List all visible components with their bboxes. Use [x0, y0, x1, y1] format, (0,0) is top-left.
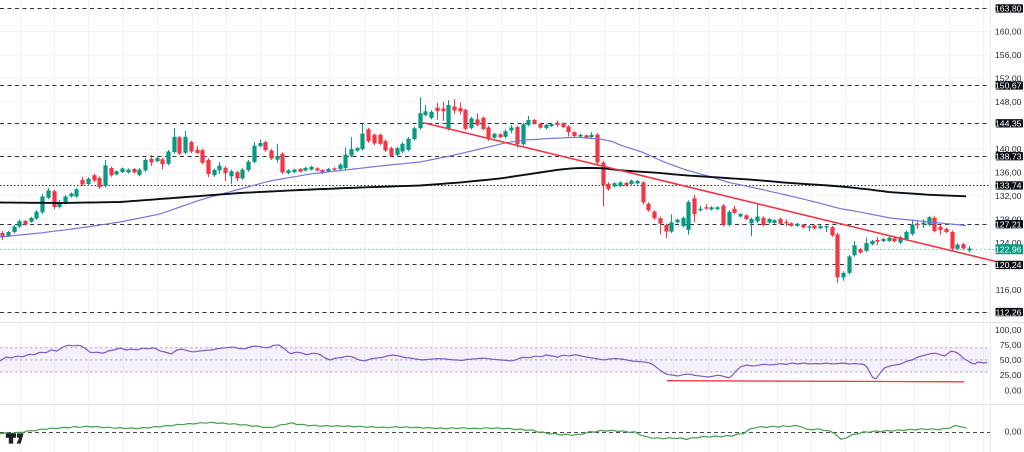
svg-text:144,35: 144,35	[995, 119, 1022, 129]
svg-text:140,00: 140,00	[995, 144, 1022, 154]
svg-text:75,00: 75,00	[1000, 340, 1022, 350]
svg-text:0,00: 0,00	[1005, 385, 1022, 395]
svg-text:120,24: 120,24	[995, 260, 1022, 270]
svg-text:116,00: 116,00	[996, 285, 1022, 295]
svg-text:152,00: 152,00	[995, 74, 1022, 84]
svg-text:124,00: 124,00	[995, 238, 1022, 248]
svg-text:150,67: 150,67	[995, 81, 1022, 91]
svg-text:50,00: 50,00	[1000, 355, 1022, 365]
svg-text:136,00: 136,00	[995, 168, 1022, 178]
svg-text:112,26: 112,26	[996, 307, 1022, 317]
svg-text:122,96: 122,96	[995, 244, 1022, 254]
svg-text:100,00: 100,00	[995, 325, 1022, 335]
svg-text:133,74: 133,74	[995, 181, 1022, 191]
svg-text:0,00: 0,00	[1005, 427, 1022, 437]
svg-text:138,73: 138,73	[995, 152, 1022, 162]
svg-text:163,80: 163,80	[995, 4, 1022, 14]
svg-text:160,00: 160,00	[995, 27, 1022, 37]
svg-text:148,00: 148,00	[995, 97, 1022, 107]
svg-text:156,00: 156,00	[995, 50, 1022, 60]
svg-text:132,00: 132,00	[995, 191, 1022, 201]
svg-text:128,00: 128,00	[995, 215, 1022, 225]
svg-text:127,21: 127,21	[995, 220, 1022, 230]
svg-text:25,00: 25,00	[1000, 370, 1022, 380]
